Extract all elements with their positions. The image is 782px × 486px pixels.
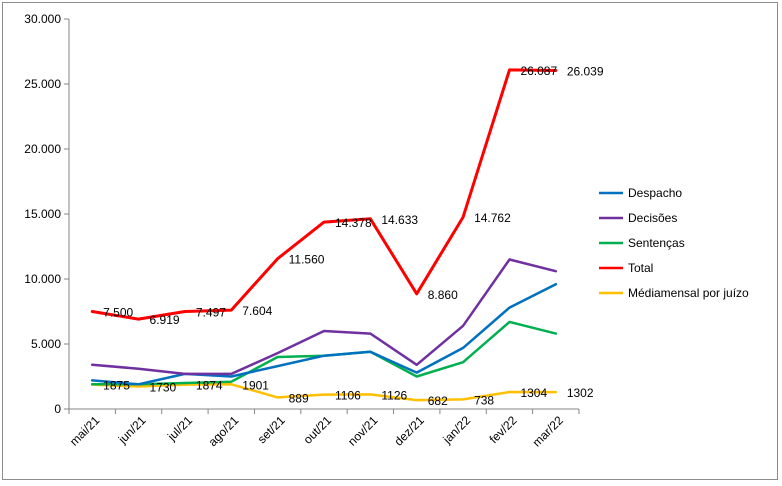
data-label: 11.560 bbox=[289, 253, 325, 267]
y-tick-label: 5.000 bbox=[31, 337, 61, 351]
data-label: 889 bbox=[289, 391, 309, 405]
chart-legend: Despacho Decisões Sentenças Total Médiamensa… bbox=[599, 186, 749, 300]
y-tick-label: 0 bbox=[54, 402, 61, 416]
legend-label: Despacho bbox=[628, 186, 682, 200]
legend-label: Total bbox=[628, 261, 653, 275]
data-label: 14.633 bbox=[381, 213, 418, 227]
data-label: 1874 bbox=[196, 379, 223, 393]
x-tick-label: fev/22 bbox=[487, 413, 520, 446]
data-label: 6.919 bbox=[150, 313, 180, 327]
data-label: 8.860 bbox=[428, 288, 458, 302]
data-label: 1126 bbox=[381, 388, 407, 402]
data-label: 26.039 bbox=[567, 64, 604, 78]
legend-label: Sentenças bbox=[628, 236, 685, 250]
x-tick-label: set/21 bbox=[255, 413, 288, 446]
data-label: 682 bbox=[428, 394, 448, 408]
data-label: 738 bbox=[474, 393, 494, 407]
legend-label: Decisões bbox=[628, 211, 677, 225]
y-tick-label: 10.000 bbox=[24, 272, 61, 286]
series-line-m-diamensal-por-ju-zo bbox=[90, 383, 558, 402]
y-tick-label: 20.000 bbox=[24, 142, 61, 156]
x-tick-label: jun/21 bbox=[115, 413, 149, 447]
y-tick-label: 15.000 bbox=[24, 207, 61, 221]
data-label: 1302 bbox=[567, 386, 594, 400]
data-label: 14.378 bbox=[335, 216, 372, 230]
line-chart: 0 5.000 10.000 15.000 20.000 25.000 30.000 mai/… bbox=[24, 12, 749, 450]
data-label: 7.497 bbox=[196, 306, 226, 320]
data-label: 1875 bbox=[103, 379, 130, 393]
legend-label: Médiamensal por juízo bbox=[628, 286, 749, 300]
y-tick-label: 30.000 bbox=[24, 12, 61, 26]
series-line-despacho bbox=[90, 282, 558, 386]
data-label: 1106 bbox=[335, 389, 361, 403]
chart-series-lines bbox=[90, 68, 558, 402]
data-label: 1730 bbox=[150, 381, 177, 395]
x-tick-label: jan/22 bbox=[439, 413, 473, 447]
data-label: 1901 bbox=[242, 378, 269, 392]
series-line-decis-es bbox=[90, 258, 558, 376]
series-line-total bbox=[90, 68, 558, 321]
x-tick-label: ago/21 bbox=[206, 413, 242, 449]
chart-frame: 0 5.000 10.000 15.000 20.000 25.000 30.000 mai/… bbox=[2, 2, 778, 480]
chart-data-labels: 7.500 6.919 7.497 7.604 11.560 14.378 14.633 8.… bbox=[103, 64, 604, 408]
data-label: 26.087 bbox=[520, 64, 557, 78]
y-tick-label: 25.000 bbox=[24, 77, 61, 91]
data-label: 7.500 bbox=[103, 306, 133, 320]
x-tick-label: mar/22 bbox=[530, 413, 567, 450]
x-tick-label: dez/21 bbox=[391, 413, 427, 449]
data-label: 7.604 bbox=[242, 304, 272, 318]
data-label: 14.762 bbox=[474, 211, 511, 225]
data-label: 1304 bbox=[520, 386, 547, 400]
x-tick-label: jul/21 bbox=[164, 413, 195, 444]
x-tick-label: nov/21 bbox=[345, 413, 381, 449]
x-tick-label: mai/21 bbox=[67, 413, 103, 449]
x-tick-label: out/21 bbox=[301, 413, 335, 447]
